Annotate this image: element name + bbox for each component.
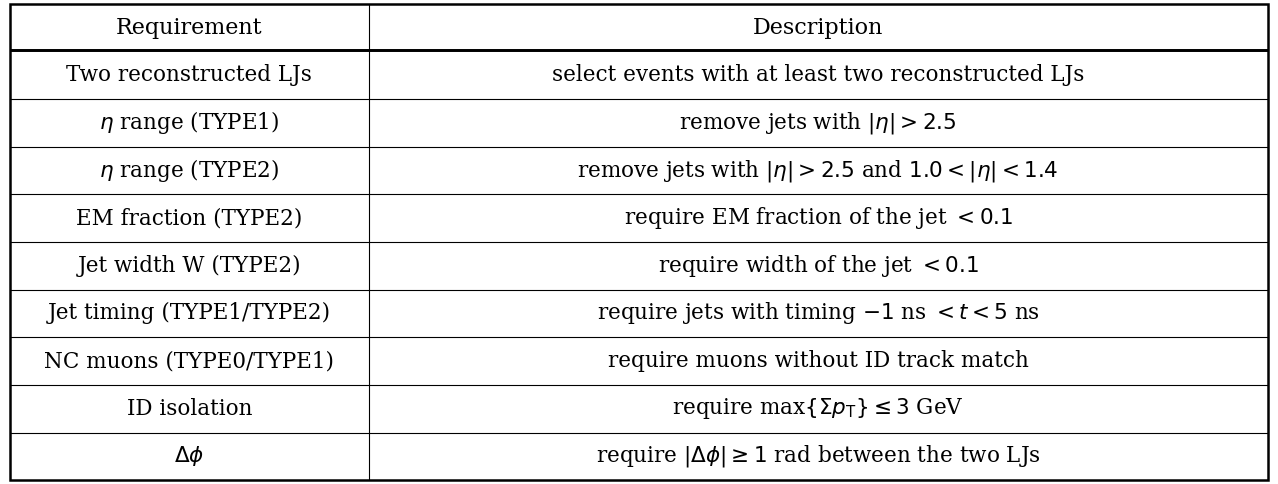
Text: Two reconstructed LJs: Two reconstructed LJs xyxy=(66,64,312,86)
Text: Jet timing (TYPE1/TYPE2): Jet timing (TYPE1/TYPE2) xyxy=(47,302,331,324)
Text: select events with at least two reconstructed LJs: select events with at least two reconstr… xyxy=(552,64,1085,86)
Text: NC muons (TYPE0/TYPE1): NC muons (TYPE0/TYPE1) xyxy=(45,350,335,372)
Text: $\eta$ range (TYPE1): $\eta$ range (TYPE1) xyxy=(100,109,280,136)
Text: require jets with timing $-1$ ns $< t < 5$ ns: require jets with timing $-1$ ns $< t < … xyxy=(597,301,1039,326)
Text: Requirement: Requirement xyxy=(116,16,263,39)
Text: require $|\Delta\phi| \geq 1$ rad between the two LJs: require $|\Delta\phi| \geq 1$ rad betwee… xyxy=(596,443,1040,469)
Text: remove jets with $|\eta| > 2.5$: remove jets with $|\eta| > 2.5$ xyxy=(680,110,957,136)
Text: require muons without ID track match: require muons without ID track match xyxy=(608,350,1029,372)
Text: Jet width W (TYPE2): Jet width W (TYPE2) xyxy=(78,255,302,277)
Text: ID isolation: ID isolation xyxy=(127,398,252,420)
Text: $\Delta\phi$: $\Delta\phi$ xyxy=(174,444,204,469)
Text: Description: Description xyxy=(753,16,883,39)
Text: $\eta$ range (TYPE2): $\eta$ range (TYPE2) xyxy=(100,157,280,184)
Text: EM fraction (TYPE2): EM fraction (TYPE2) xyxy=(77,207,303,229)
Text: require EM fraction of the jet $< 0.1$: require EM fraction of the jet $< 0.1$ xyxy=(624,205,1013,231)
Text: remove jets with $|\eta| > 2.5$ and $1.0 < |\eta| < 1.4$: remove jets with $|\eta| > 2.5$ and $1.0… xyxy=(578,158,1059,183)
Text: require max$\{\Sigma p_{\mathrm{T}}\} \leq 3$ GeV: require max$\{\Sigma p_{\mathrm{T}}\} \l… xyxy=(672,396,964,421)
Text: require width of the jet $< 0.1$: require width of the jet $< 0.1$ xyxy=(658,253,979,279)
